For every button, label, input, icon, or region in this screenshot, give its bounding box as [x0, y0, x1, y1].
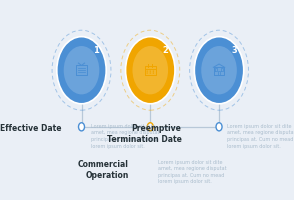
- Ellipse shape: [147, 123, 153, 131]
- Text: 2: 2: [162, 46, 168, 55]
- Ellipse shape: [216, 123, 222, 131]
- Ellipse shape: [147, 72, 148, 74]
- Ellipse shape: [64, 46, 99, 94]
- Ellipse shape: [153, 70, 154, 72]
- Text: Effective Date: Effective Date: [0, 124, 61, 133]
- Ellipse shape: [126, 37, 175, 104]
- Ellipse shape: [150, 72, 151, 74]
- Ellipse shape: [57, 37, 106, 104]
- Ellipse shape: [78, 123, 84, 131]
- Text: 3: 3: [231, 46, 237, 55]
- Ellipse shape: [150, 70, 151, 72]
- Text: 1: 1: [93, 46, 99, 55]
- Ellipse shape: [194, 37, 244, 104]
- Text: Lorem ipsum dolor sit dite
amet, mea regione disputat
principas at. Cum no mead
: Lorem ipsum dolor sit dite amet, mea reg…: [91, 124, 160, 149]
- Ellipse shape: [201, 46, 237, 94]
- Text: Preemptive
Termination Date: Preemptive Termination Date: [106, 124, 181, 144]
- Ellipse shape: [147, 70, 148, 72]
- Ellipse shape: [153, 72, 154, 74]
- Ellipse shape: [133, 46, 168, 94]
- Text: Lorem ipsum dolor sit dite
amet, mea regione disputat
principas at. Cum no mead
: Lorem ipsum dolor sit dite amet, mea reg…: [158, 160, 226, 184]
- Text: Commercial
Operation: Commercial Operation: [78, 160, 129, 180]
- Text: Lorem ipsum dolor sit dite
amet, mea regione disputat
principas at. Cum no mead
: Lorem ipsum dolor sit dite amet, mea reg…: [227, 124, 294, 149]
